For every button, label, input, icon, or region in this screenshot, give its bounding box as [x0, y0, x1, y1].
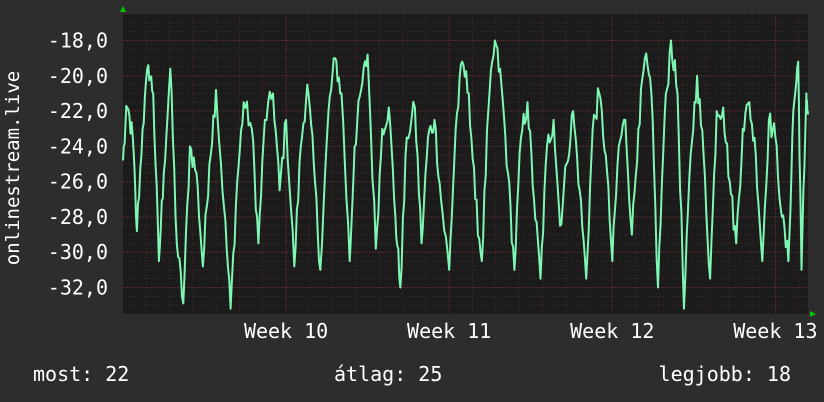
- max-value: legjobb: 18: [658, 362, 791, 386]
- x-tick-labels: Week 10 Week 11 Week 12 Week 13: [244, 319, 818, 343]
- y-tick-label: -30,0: [48, 240, 108, 264]
- y-tick-label: -20,0: [48, 64, 108, 88]
- x-tick-label: Week 11: [407, 319, 491, 343]
- y-tick-label: -32,0: [48, 276, 108, 300]
- average-value: átlag: 25: [334, 362, 443, 386]
- y-tick-label: -24,0: [48, 134, 108, 158]
- y-tick-label: -28,0: [48, 205, 108, 229]
- y-axis-label: onlinestream.live: [2, 71, 24, 265]
- series-group: [122, 39, 809, 310]
- y-tick-label: -22,0: [48, 99, 108, 123]
- x-tick-label: Week 13: [733, 319, 817, 343]
- grid: [123, 13, 808, 315]
- y-tick-labels: -18,0 -20,0 -22,0 -24,0 -26,0 -28,0 -30,0 -32,0: [48, 28, 108, 299]
- axes: [120, 6, 816, 317]
- x-axis-arrow: [810, 311, 816, 317]
- x-tick-label: Week 12: [570, 319, 654, 343]
- y-tick-label: -26,0: [48, 170, 108, 194]
- series-line: [122, 39, 809, 310]
- y-axis-arrow: [120, 6, 126, 12]
- x-tick-label: Week 10: [244, 319, 328, 343]
- y-tick-label: -18,0: [48, 28, 108, 52]
- current-value: most: 22: [33, 362, 130, 386]
